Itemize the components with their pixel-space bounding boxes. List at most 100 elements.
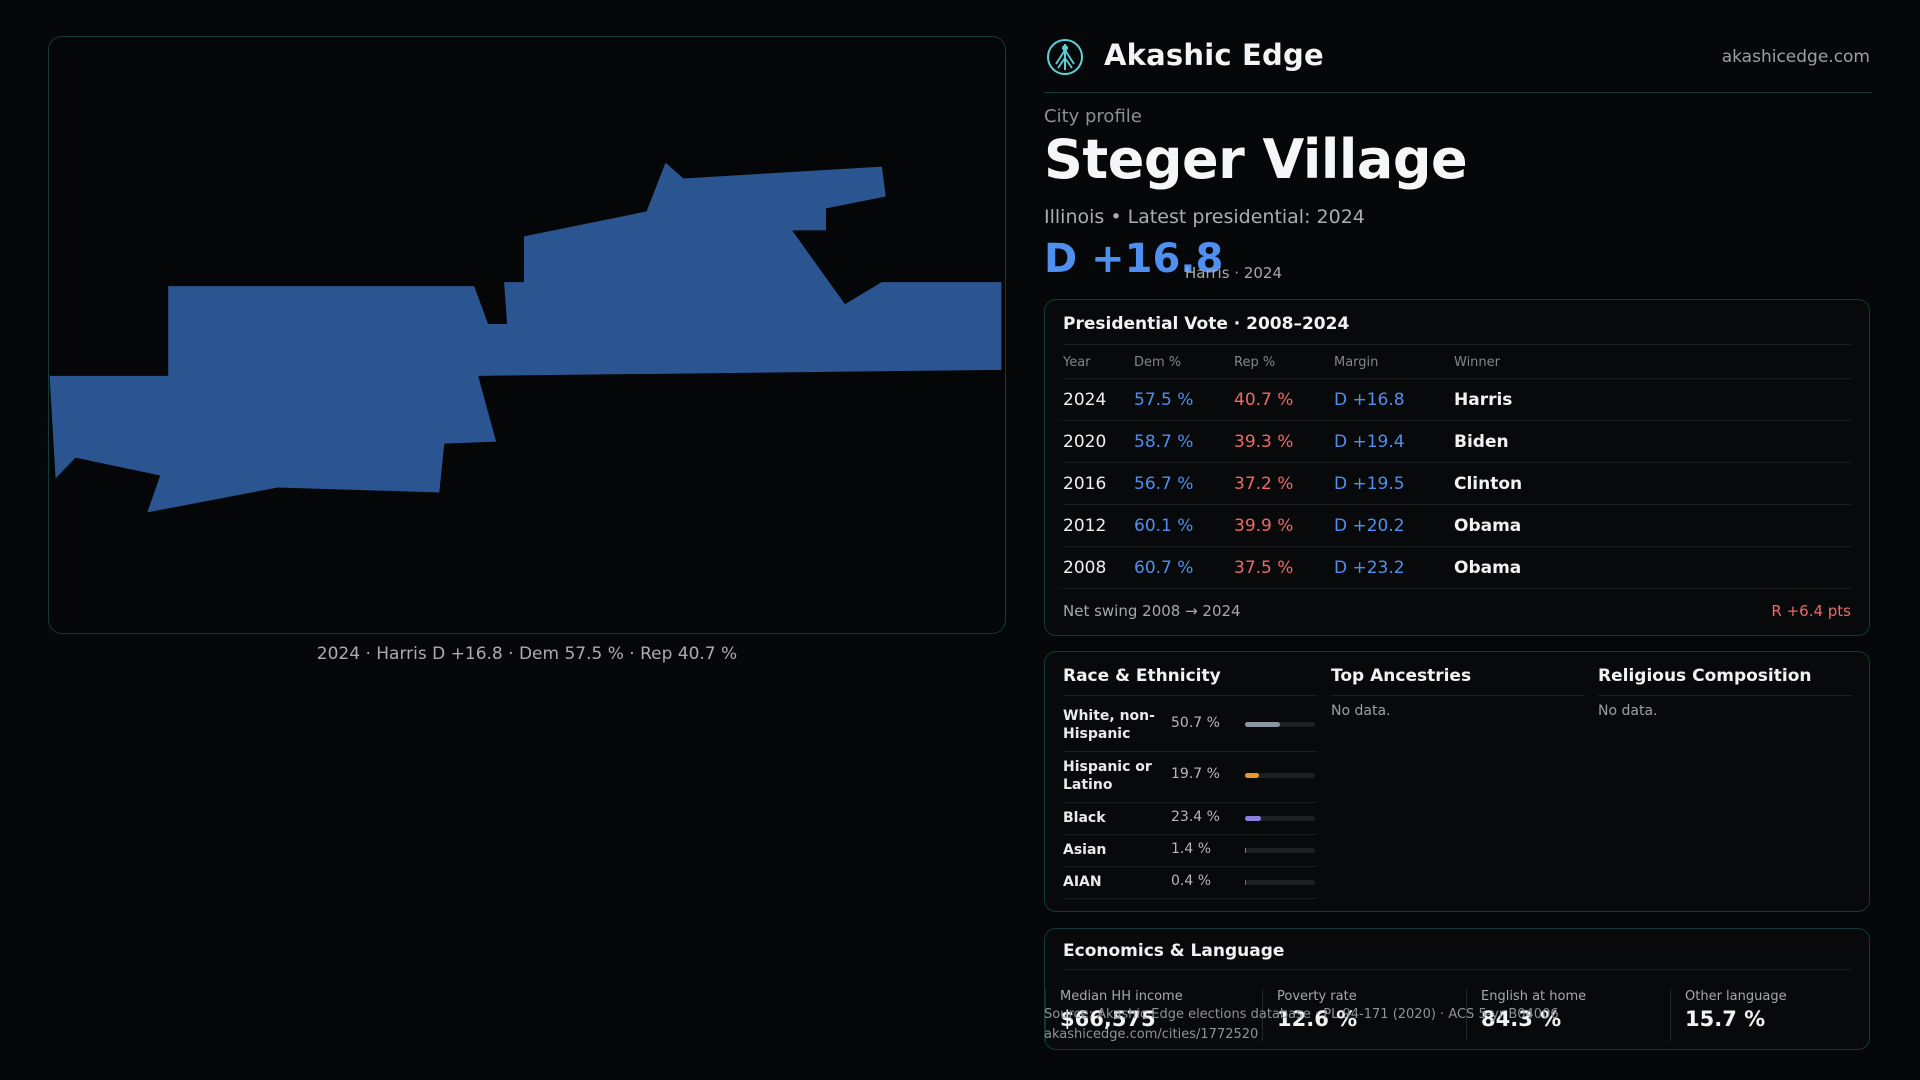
cell-dem: 57.5 % [1134, 378, 1234, 421]
religion-title: Religious Composition [1598, 666, 1812, 686]
page-title: Steger Village [1044, 128, 1468, 191]
economics-card: Economics & Language Median HH income $6… [1044, 928, 1870, 1050]
race-pct: 23.4 % [1171, 809, 1220, 825]
cell-year: 2012 [1063, 504, 1134, 547]
net-swing-label: Net swing 2008 → 2024 [1063, 602, 1241, 620]
divider [1063, 969, 1851, 970]
table-row: 2024 57.5 % 40.7 % D +16.8 Harris [1063, 378, 1851, 421]
column-header-rep: Rep % [1234, 346, 1334, 379]
race-bar-fill [1245, 880, 1247, 885]
table-row: 2016 56.7 % 37.2 % D +19.5 Clinton [1063, 462, 1851, 505]
table-row: 2008 60.7 % 37.5 % D +23.2 Obama [1063, 546, 1851, 589]
cell-margin: D +19.5 [1334, 462, 1454, 505]
vote-table: Year Dem % Rep % Margin Winner 2024 57.5… [1063, 346, 1851, 589]
cell-margin: D +23.2 [1334, 546, 1454, 589]
religion-empty: No data. [1598, 703, 1658, 719]
race-label: Hispanic or Latino [1063, 759, 1152, 793]
cell-margin: D +16.8 [1334, 378, 1454, 421]
race-row: Asian 1.4 % [1063, 835, 1317, 867]
map-caption: 2024 · Harris D +16.8 · Dem 57.5 % · Rep… [316, 644, 738, 664]
ancestries-title: Top Ancestries [1331, 666, 1472, 686]
city-boundary-map [48, 36, 1006, 634]
race-label: White, non-Hispanic [1063, 708, 1155, 742]
race-pct: 1.4 % [1171, 841, 1212, 857]
presidential-vote-card: Presidential Vote · 2008–2024 Year Dem %… [1044, 299, 1870, 636]
tree-of-life-icon[interactable] [1046, 38, 1084, 76]
race-label: AIAN [1063, 874, 1102, 890]
source-footer: Source: Akashic Edge elections database … [1044, 1005, 1559, 1045]
page-kicker: City profile [1044, 106, 1142, 127]
column-header-year: Year [1063, 346, 1134, 379]
cell-winner: Biden [1454, 420, 1851, 463]
cell-margin: D +20.2 [1334, 504, 1454, 547]
stat-label: Other language [1685, 989, 1787, 1004]
cell-dem: 58.7 % [1134, 420, 1234, 463]
race-bar-fill [1245, 848, 1247, 853]
column-header-dem: Dem % [1134, 346, 1234, 379]
race-label: Asian [1063, 842, 1107, 858]
table-row: 2020 58.7 % 39.3 % D +19.4 Biden [1063, 420, 1851, 463]
cell-rep: 37.5 % [1234, 546, 1334, 589]
race-row: Hispanic or Latino 19.7 % [1063, 752, 1317, 803]
race-pct: 0.4 % [1171, 873, 1212, 889]
cell-rep: 37.2 % [1234, 462, 1334, 505]
table-row: 2012 60.1 % 39.9 % D +20.2 Obama [1063, 504, 1851, 547]
cell-year: 2016 [1063, 462, 1134, 505]
demographics-card: Race & Ethnicity White, non-Hispanic 50.… [1044, 651, 1870, 912]
race-bar-track [1245, 880, 1315, 885]
page-subtitle: Illinois • Latest presidential: 2024 [1044, 206, 1365, 228]
column-header-margin: Margin [1334, 346, 1454, 379]
race-bar-fill [1245, 722, 1281, 727]
vote-table-header-row: Year Dem % Rep % Margin Winner [1063, 346, 1851, 379]
cell-winner: Clinton [1454, 462, 1851, 505]
stat-english-at-home: English at home 84.3 % [1466, 989, 1657, 1041]
stat-value: 15.7 % [1685, 1007, 1766, 1031]
stat-value: 12.6 % [1277, 1007, 1358, 1031]
source-url[interactable]: akashicedge.com/cities/1772520 [1044, 1027, 1259, 1042]
divider [1331, 695, 1585, 696]
race-row: White, non-Hispanic 50.7 % [1063, 701, 1317, 752]
divider [1598, 695, 1852, 696]
race-bar-track [1245, 722, 1315, 727]
stat-label: Median HH income [1060, 989, 1183, 1004]
source-note: Source: Akashic Edge elections database … [1044, 1007, 1559, 1022]
cell-year: 2020 [1063, 420, 1134, 463]
race-bar-track [1245, 816, 1315, 821]
site-header: Akashic Edge akashicedge.com [1044, 36, 1872, 93]
race-pct: 19.7 % [1171, 766, 1220, 782]
race-bar-fill [1245, 773, 1259, 778]
cell-winner: Harris [1454, 378, 1851, 421]
site-link[interactable]: akashicedge.com [1721, 47, 1870, 67]
stat-other-language: Other language 15.7 % [1670, 989, 1861, 1041]
race-pct: 50.7 % [1171, 715, 1220, 731]
stat-value: 84.3 % [1481, 1007, 1562, 1031]
stat-label: English at home [1481, 989, 1587, 1004]
net-swing-value: R +6.4 pts [1771, 602, 1851, 620]
headline-margin-note: Harris · 2024 [1185, 264, 1283, 282]
brand-name[interactable]: Akashic Edge [1104, 38, 1324, 72]
vote-card-title: Presidential Vote · 2008–2024 [1063, 314, 1350, 334]
cell-rep: 39.9 % [1234, 504, 1334, 547]
race-bar-track [1245, 773, 1315, 778]
race-bar-fill [1245, 816, 1262, 821]
divider [1063, 344, 1851, 345]
cell-rep: 40.7 % [1234, 378, 1334, 421]
stat-label: Poverty rate [1277, 989, 1357, 1004]
race-row: AIAN 0.4 % [1063, 867, 1317, 899]
cell-margin: D +19.4 [1334, 420, 1454, 463]
cell-year: 2024 [1063, 378, 1134, 421]
stat-value: $66,575 [1060, 1007, 1156, 1031]
cell-winner: Obama [1454, 504, 1851, 547]
column-header-winner: Winner [1454, 346, 1851, 379]
race-bar-track [1245, 848, 1315, 853]
cell-year: 2008 [1063, 546, 1134, 589]
econ-card-title: Economics & Language [1063, 941, 1285, 961]
cell-dem: 56.7 % [1134, 462, 1234, 505]
cell-winner: Obama [1454, 546, 1851, 589]
cell-dem: 60.1 % [1134, 504, 1234, 547]
cell-rep: 39.3 % [1234, 420, 1334, 463]
ancestries-empty: No data. [1331, 703, 1391, 719]
headline-margin: D +16.8 [1044, 236, 1224, 282]
city-boundary-shape [49, 162, 1002, 513]
cell-dem: 60.7 % [1134, 546, 1234, 589]
